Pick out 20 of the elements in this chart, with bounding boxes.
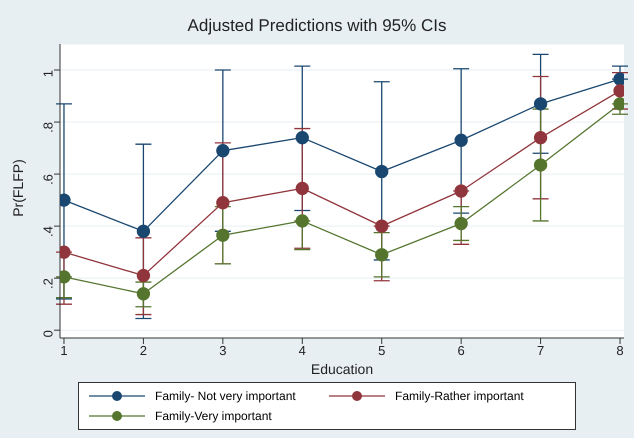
x-axis-title: Education [310, 361, 374, 377]
y-axis-title: Pr(FLFP) [10, 159, 26, 217]
y-tick-label: .4 [40, 226, 56, 237]
x-tick-label: 1 [60, 343, 68, 358]
legend-label: Family- Not very important [155, 389, 296, 403]
x-tick-label: 8 [616, 343, 624, 358]
x-tick-label: 2 [140, 343, 148, 358]
x-tick-label: 7 [536, 343, 544, 358]
y-tick-label: .2 [40, 278, 56, 290]
x-tick-label: 6 [458, 343, 465, 358]
y-tick-label: .8 [40, 122, 56, 133]
chart-title: Adjusted Predictions with 95% CIs [186, 16, 448, 36]
y-tick-label: 1 [40, 70, 56, 78]
legend-label: Family-Rather important [395, 389, 524, 403]
x-tick-label: 3 [219, 343, 226, 358]
legend-label: Family-Very important [155, 409, 272, 423]
y-tick-label: 0 [40, 330, 56, 338]
x-tick-label: 5 [378, 343, 386, 358]
x-tick-label: 4 [298, 343, 306, 358]
y-tick-label: .6 [40, 174, 56, 185]
